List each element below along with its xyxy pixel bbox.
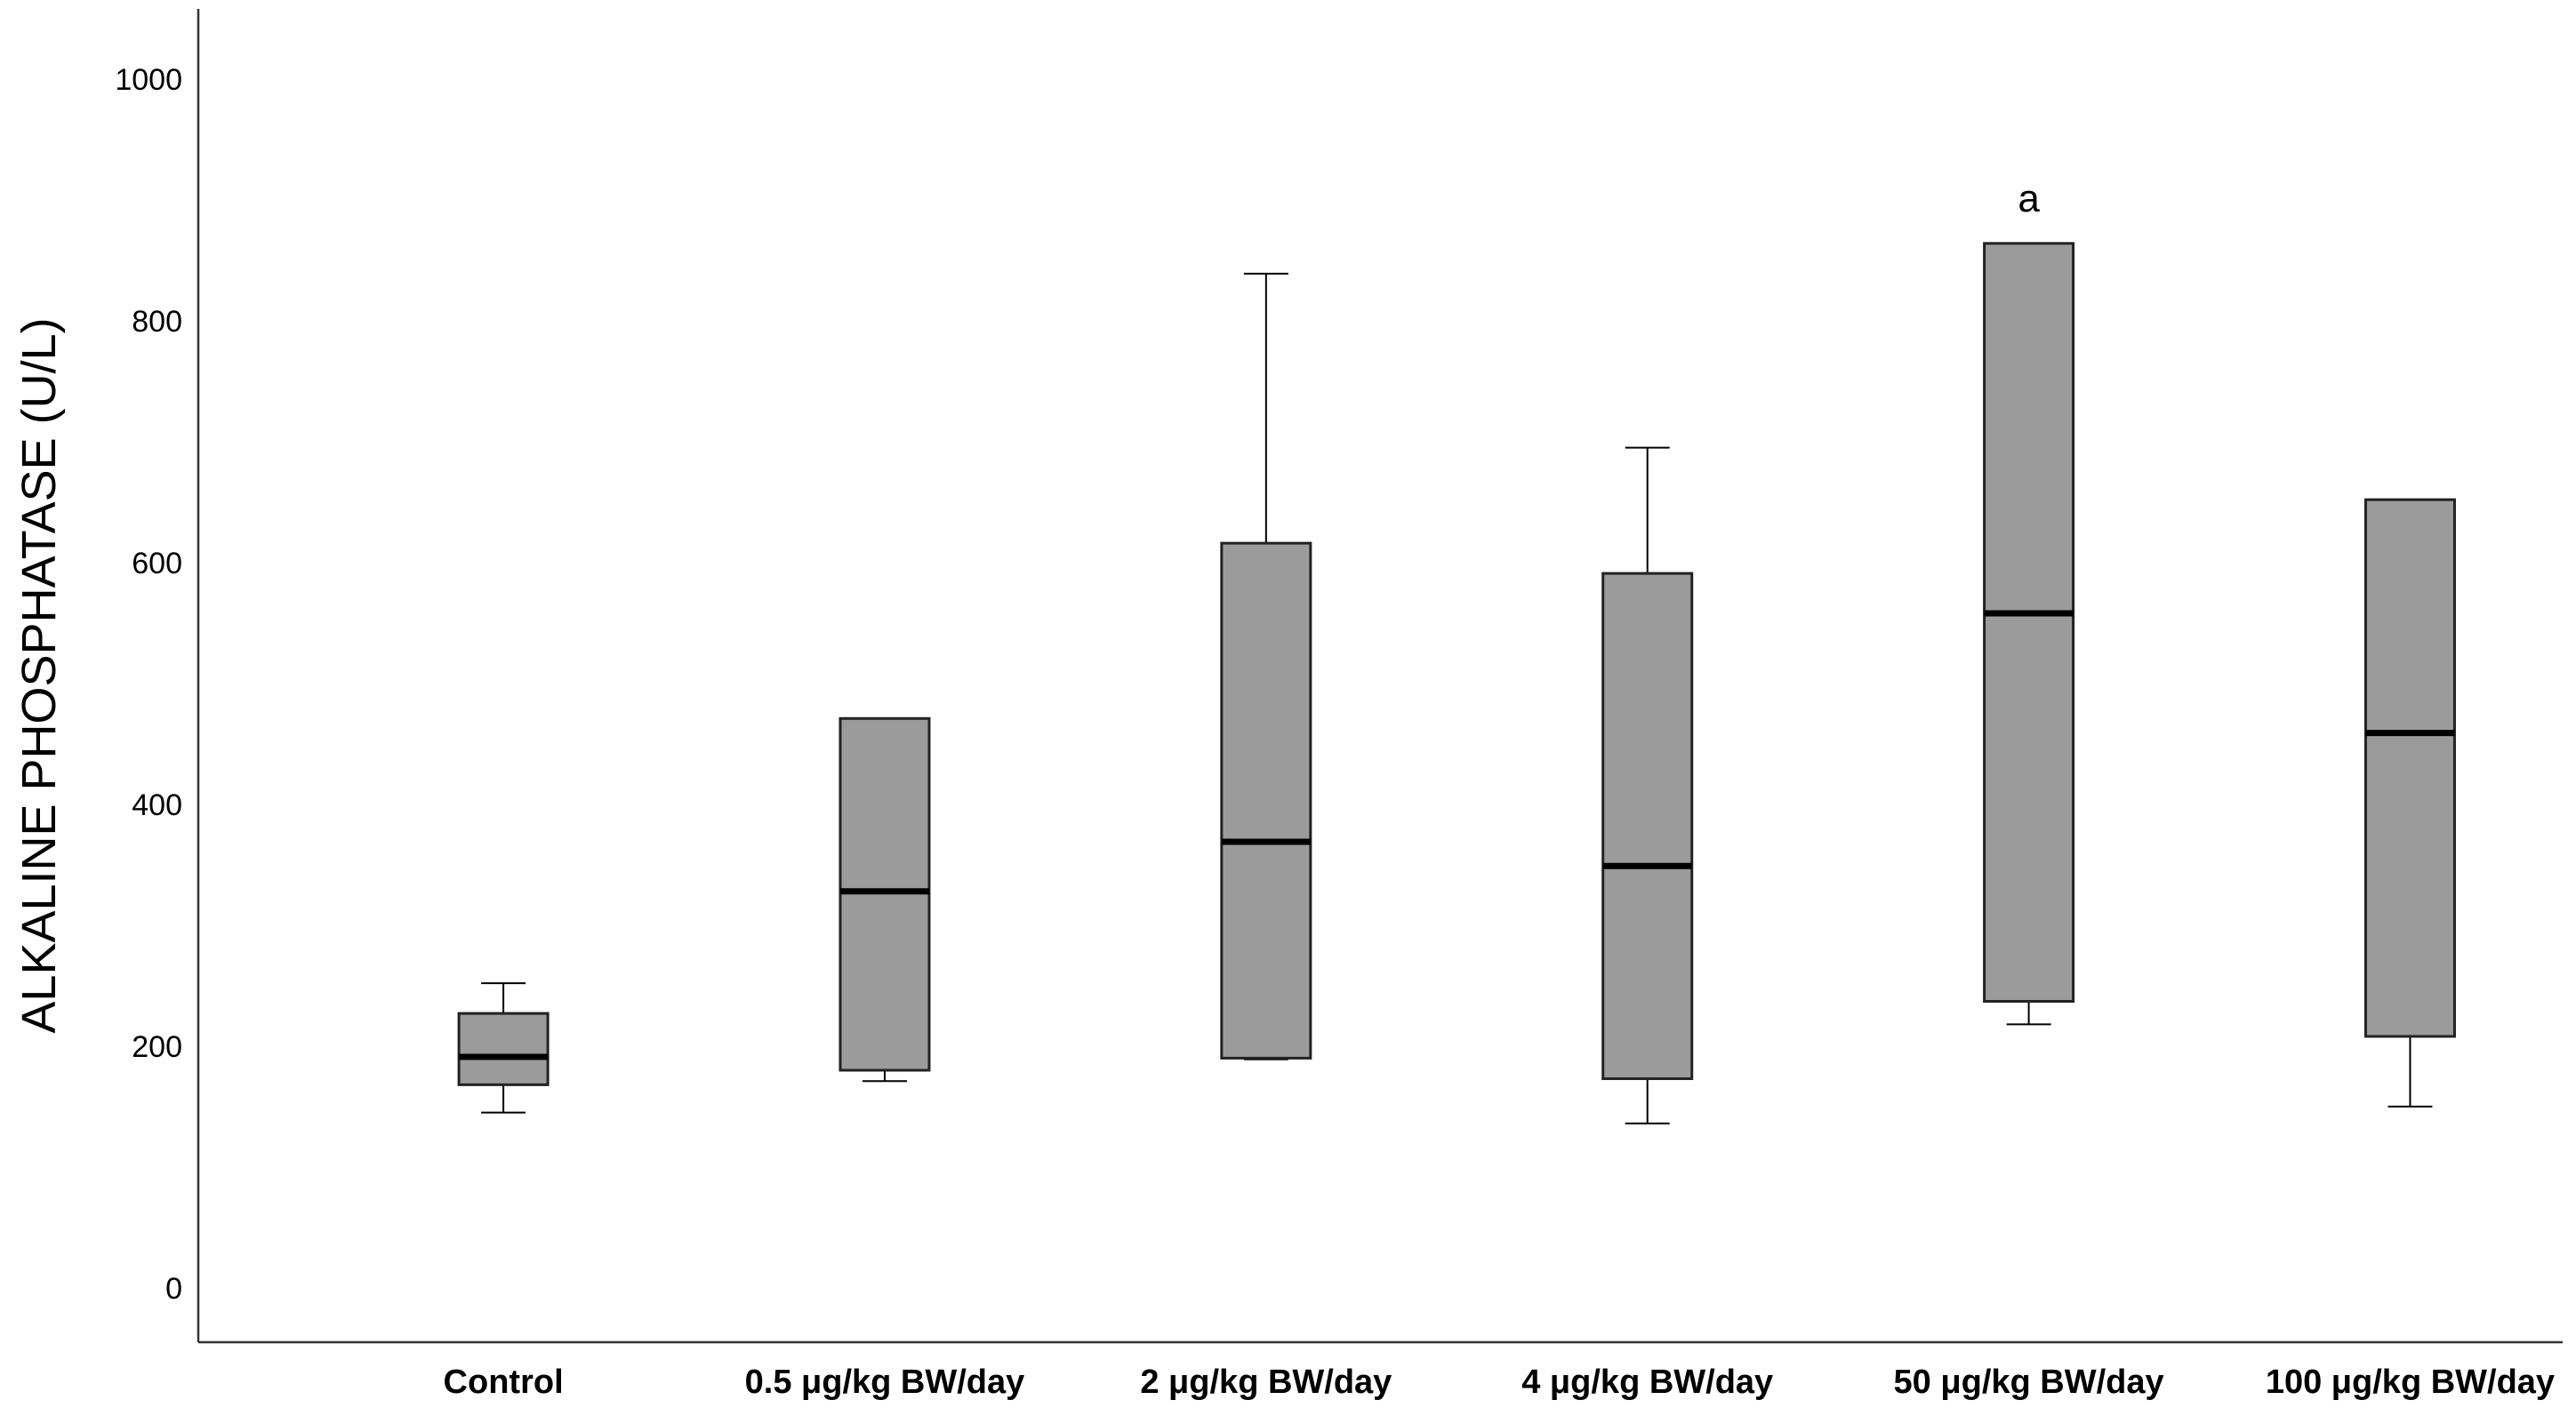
y-tick-label: 200	[132, 1030, 182, 1064]
box-1	[457, 982, 550, 1114]
category-label: 100 μg/kg BW/day	[2266, 1364, 2555, 1401]
y-tick-label: 800	[132, 305, 182, 339]
annotations: a	[2018, 177, 2040, 220]
box-2	[839, 716, 931, 1083]
y-tick-labels: 0 200 400 600 800 1000	[115, 63, 182, 1306]
iqr-box	[1220, 541, 1312, 1060]
y-tick-label: 400	[132, 788, 182, 822]
category-label: 50 μg/kg BW/day	[1894, 1364, 2164, 1401]
iqr-box	[457, 1012, 550, 1086]
box-5	[1983, 242, 2075, 1026]
significance-annotation: a	[2018, 177, 2040, 220]
box-4	[1601, 446, 1694, 1124]
y-tick-label: 0	[165, 1272, 182, 1306]
y-tick-label: 600	[132, 547, 182, 580]
iqr-box	[1983, 242, 2075, 1004]
box-series	[457, 242, 2456, 1124]
category-label: 4 μg/kg BW/day	[1521, 1364, 1773, 1401]
y-tick-label: 1000	[115, 63, 182, 97]
iqr-box	[1601, 572, 1694, 1081]
box-6	[2363, 498, 2456, 1108]
y-axis-title: ALKALINE PHOSPHATASE (U/L)	[12, 317, 66, 1033]
category-label: Control	[444, 1364, 564, 1401]
iqr-box	[2363, 498, 2456, 1038]
box-3	[1220, 272, 1312, 1060]
category-label: 0.5 μg/kg BW/day	[745, 1364, 1025, 1401]
category-labels: Control 0.5 μg/kg BW/day 2 μg/kg BW/day 4 μ…	[444, 1364, 2556, 1401]
category-label: 2 μg/kg BW/day	[1140, 1364, 1392, 1401]
